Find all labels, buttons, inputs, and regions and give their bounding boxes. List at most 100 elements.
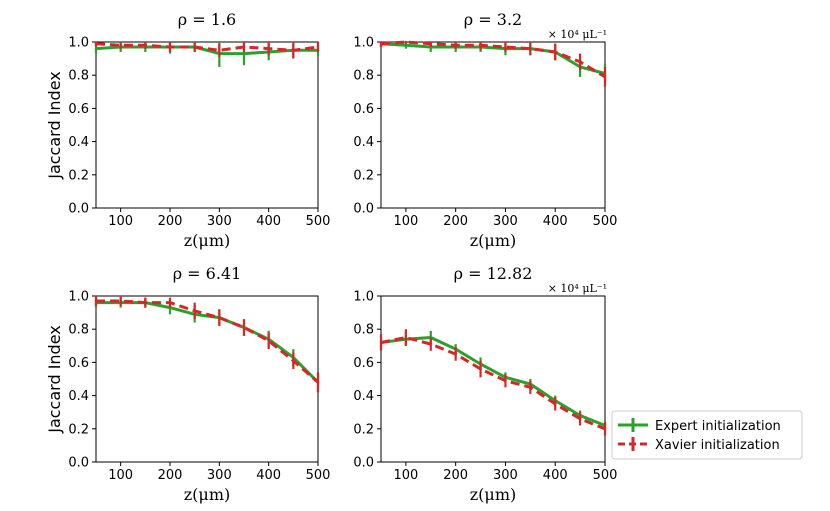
series-line xyxy=(96,299,319,384)
subplot-2: 0.0 0.2 0.4 0.6 0.8 1.0 100 200 300 400 500 ρ = 3.2… xyxy=(353,10,617,250)
data-point xyxy=(316,45,320,49)
x-tick-label: 400 xyxy=(256,468,281,483)
x-tick-label: 400 xyxy=(256,214,281,229)
subplot-title: ρ = 6.41 xyxy=(173,264,242,283)
x-tick-label: 100 xyxy=(108,468,133,483)
x-tick-label: 200 xyxy=(158,468,183,483)
data-point xyxy=(603,75,607,79)
x-tick-label: 500 xyxy=(593,468,618,483)
series-line xyxy=(380,336,606,431)
data-point xyxy=(404,336,408,339)
x-tick-label: 500 xyxy=(306,468,331,483)
y-tick-label: 0.0 xyxy=(68,202,89,217)
y-tick-label: 0.8 xyxy=(353,69,374,84)
data-point xyxy=(578,60,582,64)
y-tick-label: 1.0 xyxy=(68,36,89,51)
data-point xyxy=(504,379,507,382)
x-tick-label: 100 xyxy=(393,214,418,229)
subplot-3: 0.0 0.2 0.4 0.6 0.8 1.0 100 200 300 400 500 ρ = 6.4… xyxy=(45,264,330,504)
data-point xyxy=(94,47,98,50)
y-tick-label: 0.2 xyxy=(353,422,374,437)
series-expert xyxy=(379,42,607,84)
data-point xyxy=(292,359,295,362)
data-point xyxy=(94,42,98,45)
data-point xyxy=(554,402,557,406)
x-tick-label: 400 xyxy=(543,214,568,229)
series-line xyxy=(95,42,319,52)
data-point xyxy=(379,341,383,344)
data-point xyxy=(404,44,408,47)
series-line xyxy=(380,40,606,79)
y-tick-label: 0.2 xyxy=(68,168,89,183)
y-tick-label: 0.8 xyxy=(68,69,89,84)
x-tick-label: 100 xyxy=(393,468,418,483)
series-xavier xyxy=(94,42,320,59)
y-tick-label: 0.2 xyxy=(353,168,374,183)
series-line xyxy=(96,301,320,384)
legend-frame xyxy=(611,410,803,460)
subplot-4: 0.0 0.2 0.4 0.6 0.8 1.0 100 200 300 400 500 ρ = 12.… xyxy=(353,264,617,504)
y-tick-label: 0.6 xyxy=(68,356,89,371)
series-xavier xyxy=(94,296,320,393)
subplot-title: ρ = 3.2 xyxy=(464,10,522,29)
data-point xyxy=(168,45,172,49)
data-point xyxy=(193,309,196,313)
axes-frame xyxy=(380,41,606,209)
x-tick-label: 300 xyxy=(207,214,232,229)
data-point xyxy=(429,42,432,45)
y-axis-label: Jaccard Index xyxy=(45,325,64,434)
x-tick-label: 200 xyxy=(443,214,468,229)
y-tick-label: 0.0 xyxy=(353,456,374,471)
subplot-title: ρ = 12.82 xyxy=(454,264,533,283)
y-axis-label: Jaccard Index xyxy=(45,71,64,180)
y-tick-label: 0.0 xyxy=(353,202,374,217)
x-tick-label: 300 xyxy=(207,468,232,483)
data-point xyxy=(529,47,532,50)
data-point xyxy=(242,326,246,329)
data-point xyxy=(504,45,507,49)
data-point xyxy=(529,386,532,389)
series-line xyxy=(380,336,606,427)
x-tick-label: 200 xyxy=(158,214,183,229)
subplot-title: ρ = 1.6 xyxy=(178,10,236,29)
data-point xyxy=(454,44,457,47)
y-tick-label: 0.4 xyxy=(68,135,89,150)
data-point xyxy=(379,42,383,45)
y-tick-label: 0.8 xyxy=(353,323,374,338)
data-point xyxy=(144,301,147,304)
data-point xyxy=(554,50,557,54)
axes-frame xyxy=(95,295,319,463)
y-tick-label: 1.0 xyxy=(353,36,374,51)
x-tick-label: 300 xyxy=(493,214,518,229)
subplots: 0.0 0.2 0.4 0.6 0.8 1.0 100 200 300 400 500 ρ = 1.6… xyxy=(45,10,617,504)
subplot-1: 0.0 0.2 0.4 0.6 0.8 1.0 100 200 300 400 500 ρ = 1.6… xyxy=(45,10,330,250)
y-tick-label: 0.6 xyxy=(353,102,374,117)
legend: Expert initialization Xavier initializat… xyxy=(611,410,803,460)
y-tick-label: 0.0 xyxy=(68,456,89,471)
x-tick-label: 100 xyxy=(108,214,133,229)
y-tick-label: 1.0 xyxy=(353,290,374,305)
data-point xyxy=(603,427,607,430)
axes-frame xyxy=(95,41,319,209)
legend-label-xavier: Xavier initialization xyxy=(655,438,780,453)
x-axis-label: z(μm) xyxy=(184,485,230,504)
x-tick-label: 400 xyxy=(543,468,568,483)
x-tick-label: 200 xyxy=(443,468,468,483)
x-axis-label: z(μm) xyxy=(184,231,230,250)
data-point xyxy=(479,367,482,371)
y-tick-label: 0.4 xyxy=(353,389,374,404)
x-tick-label: 500 xyxy=(306,214,331,229)
data-point xyxy=(292,49,295,52)
data-point xyxy=(404,40,408,44)
y-tick-label: 1.0 xyxy=(68,290,89,305)
series-xavier xyxy=(379,329,607,436)
data-point xyxy=(267,47,270,50)
y-tick-label: 0.8 xyxy=(68,323,89,338)
data-point xyxy=(94,299,98,303)
unit-label: × 10⁴ μL⁻¹ xyxy=(548,282,607,295)
x-tick-label: 500 xyxy=(593,214,618,229)
series-line xyxy=(380,42,606,75)
unit-label: × 10⁴ μL⁻¹ xyxy=(548,28,607,41)
data-point xyxy=(193,45,196,49)
